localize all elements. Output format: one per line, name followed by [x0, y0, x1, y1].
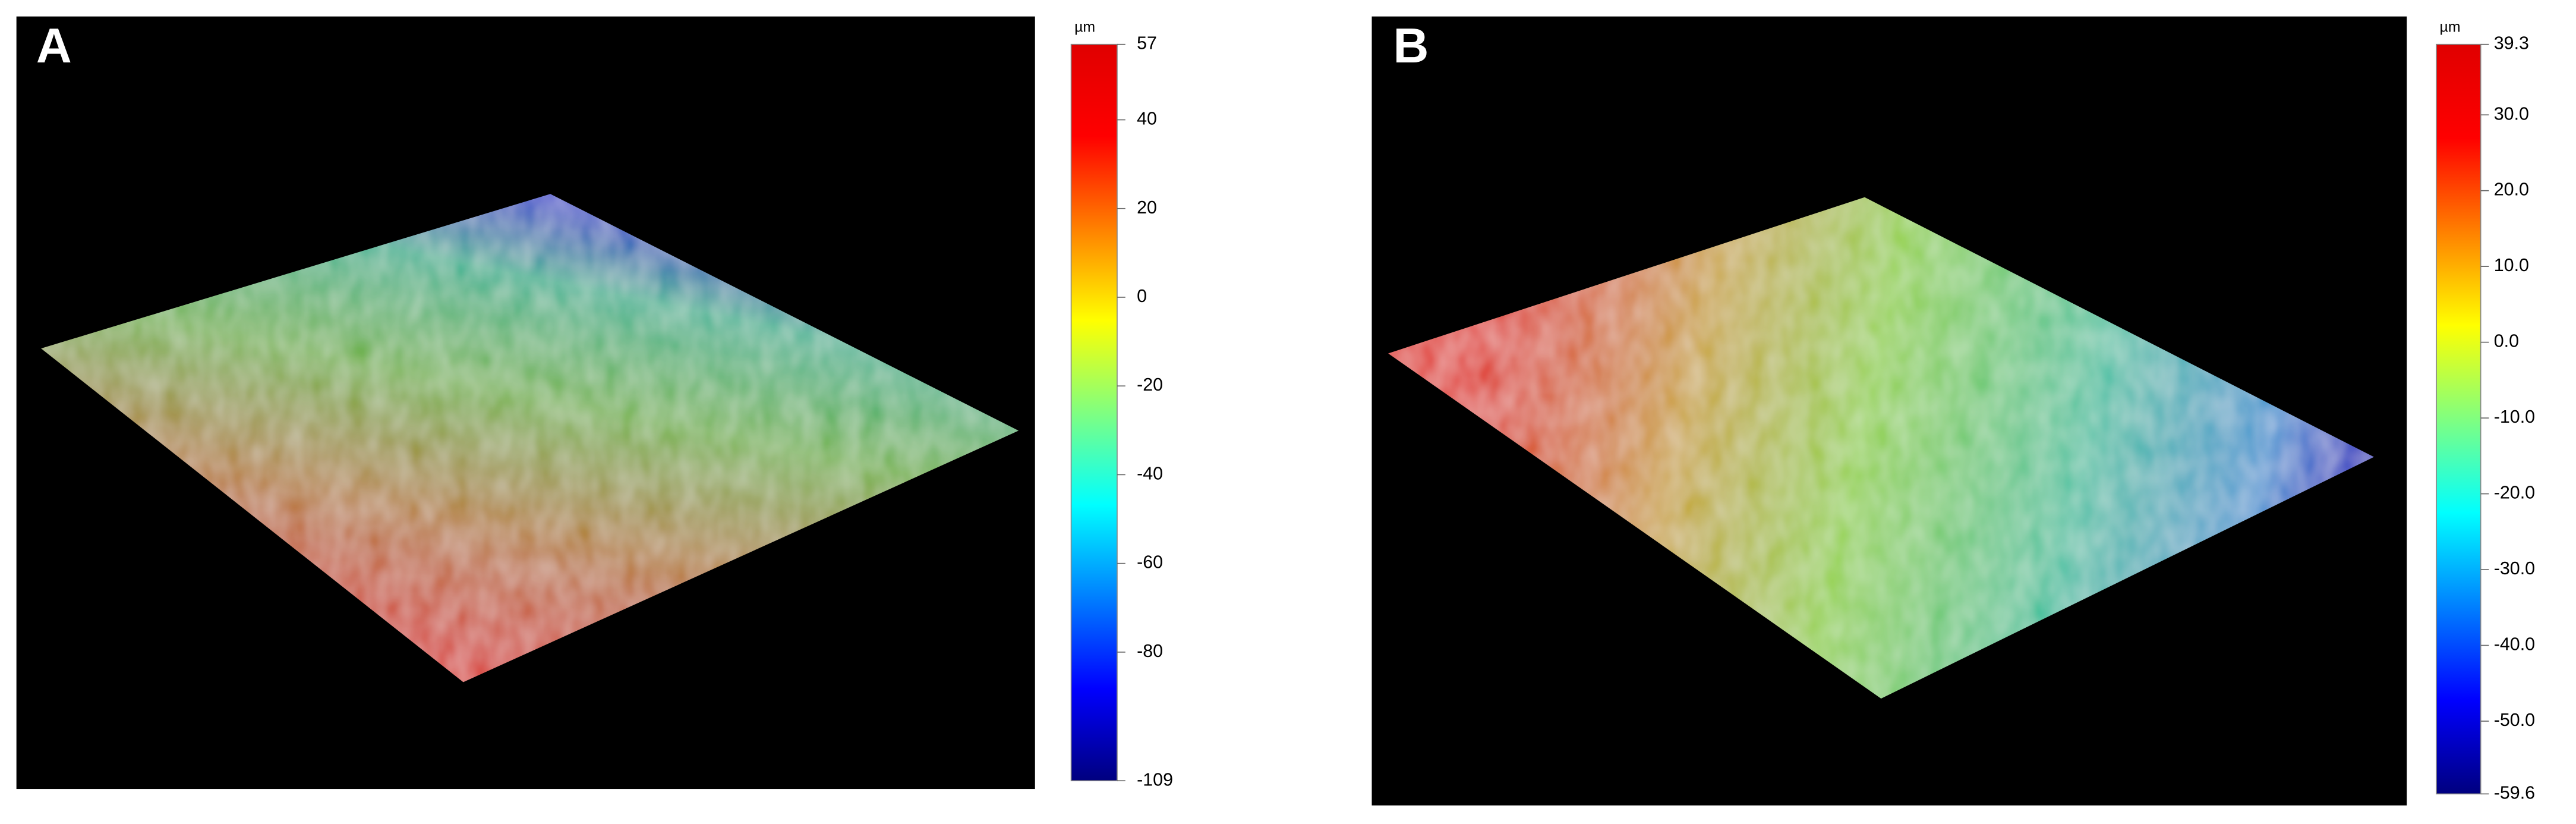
tick-label: -40: [1137, 463, 1163, 483]
colorbar-unit: µm: [1074, 19, 1095, 36]
tick-label: -50.0: [2494, 710, 2535, 730]
tick-label: -59.6: [2494, 782, 2535, 803]
tick-label: 20.0: [2494, 180, 2529, 200]
surface: [41, 194, 1019, 683]
tick-label: -80: [1137, 641, 1163, 661]
tick-label: 0: [1137, 286, 1147, 306]
tick-label: -10.0: [2494, 407, 2535, 427]
colorbar: [2436, 43, 2482, 795]
tick-label: 20: [1137, 197, 1157, 218]
tick-label: 10.0: [2494, 255, 2529, 275]
tick-label: -109: [1137, 769, 1173, 790]
tick-label: -60: [1137, 552, 1163, 573]
colorbar: [1070, 43, 1118, 782]
panel-label: B: [1393, 18, 1429, 73]
tick-label: 30.0: [2494, 103, 2529, 124]
tick-label: 39.3: [2494, 33, 2529, 54]
tick-label: -40.0: [2494, 634, 2535, 655]
tick-label: 57: [1137, 33, 1157, 54]
tick-label: 0.0: [2494, 331, 2519, 351]
panel-label: A: [36, 18, 72, 73]
tick-label: 40: [1137, 109, 1157, 129]
tick-label: -20.0: [2494, 483, 2535, 503]
colorbar-unit: µm: [2440, 19, 2461, 36]
tick-label: -30.0: [2494, 558, 2535, 578]
tick-label: -20: [1137, 375, 1163, 395]
surface: [1388, 197, 2374, 699]
